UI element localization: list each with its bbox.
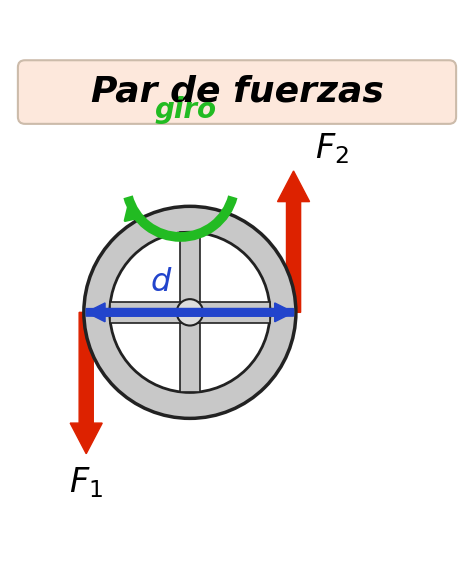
FancyArrow shape xyxy=(277,171,310,312)
Text: $d$: $d$ xyxy=(150,267,173,298)
Circle shape xyxy=(110,232,270,393)
Text: $F_1$: $F_1$ xyxy=(69,465,103,500)
Bar xyxy=(180,232,200,393)
Bar xyxy=(110,302,270,323)
FancyBboxPatch shape xyxy=(18,60,456,124)
Text: Par de fuerzas: Par de fuerzas xyxy=(91,75,383,109)
Text: $F_2$: $F_2$ xyxy=(315,131,348,166)
Circle shape xyxy=(177,299,203,326)
FancyArrow shape xyxy=(86,303,293,322)
FancyArrow shape xyxy=(86,303,293,322)
Text: giro: giro xyxy=(154,96,216,124)
FancyArrow shape xyxy=(70,312,102,454)
Circle shape xyxy=(84,206,296,419)
